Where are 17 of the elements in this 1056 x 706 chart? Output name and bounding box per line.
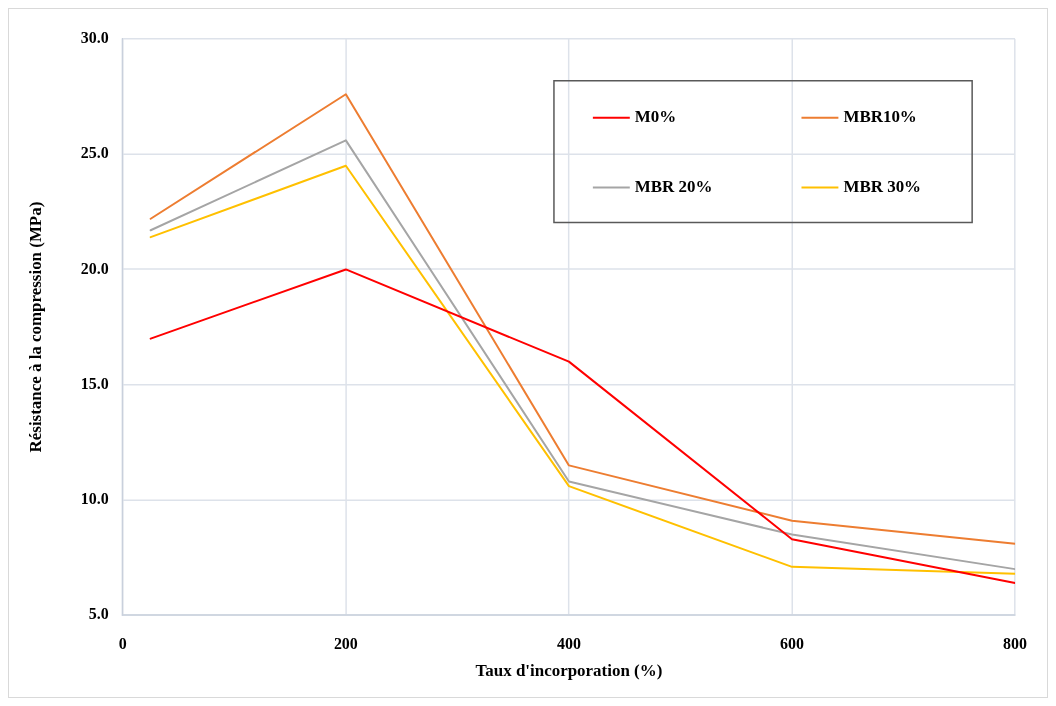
x-tick-label: 600 (780, 634, 804, 652)
y-tick-label: 30.0 (80, 29, 109, 47)
y-tick-label: 15.0 (80, 374, 109, 392)
x-tick-label: 200 (333, 634, 358, 652)
x-tick-label: 400 (556, 634, 581, 652)
y-tick-label: 5.0 (88, 605, 109, 623)
legend-label: MBR 30% (843, 176, 922, 196)
legend-label: M0% (634, 107, 677, 127)
y-tick-label: 25.0 (80, 144, 109, 162)
legend-label: MBR10% (843, 107, 917, 127)
y-tick-label: 10.0 (80, 490, 109, 508)
y-axis-title: Résistance à la compression (MPa) (25, 201, 45, 453)
legend-label: MBR 20% (634, 176, 713, 196)
x-tick-label: 0 (118, 634, 127, 652)
x-axis-title: Taux d'incorporation (%) (475, 661, 663, 681)
y-tick-label: 20.0 (80, 259, 109, 277)
x-tick-label: 800 (1003, 634, 1028, 652)
